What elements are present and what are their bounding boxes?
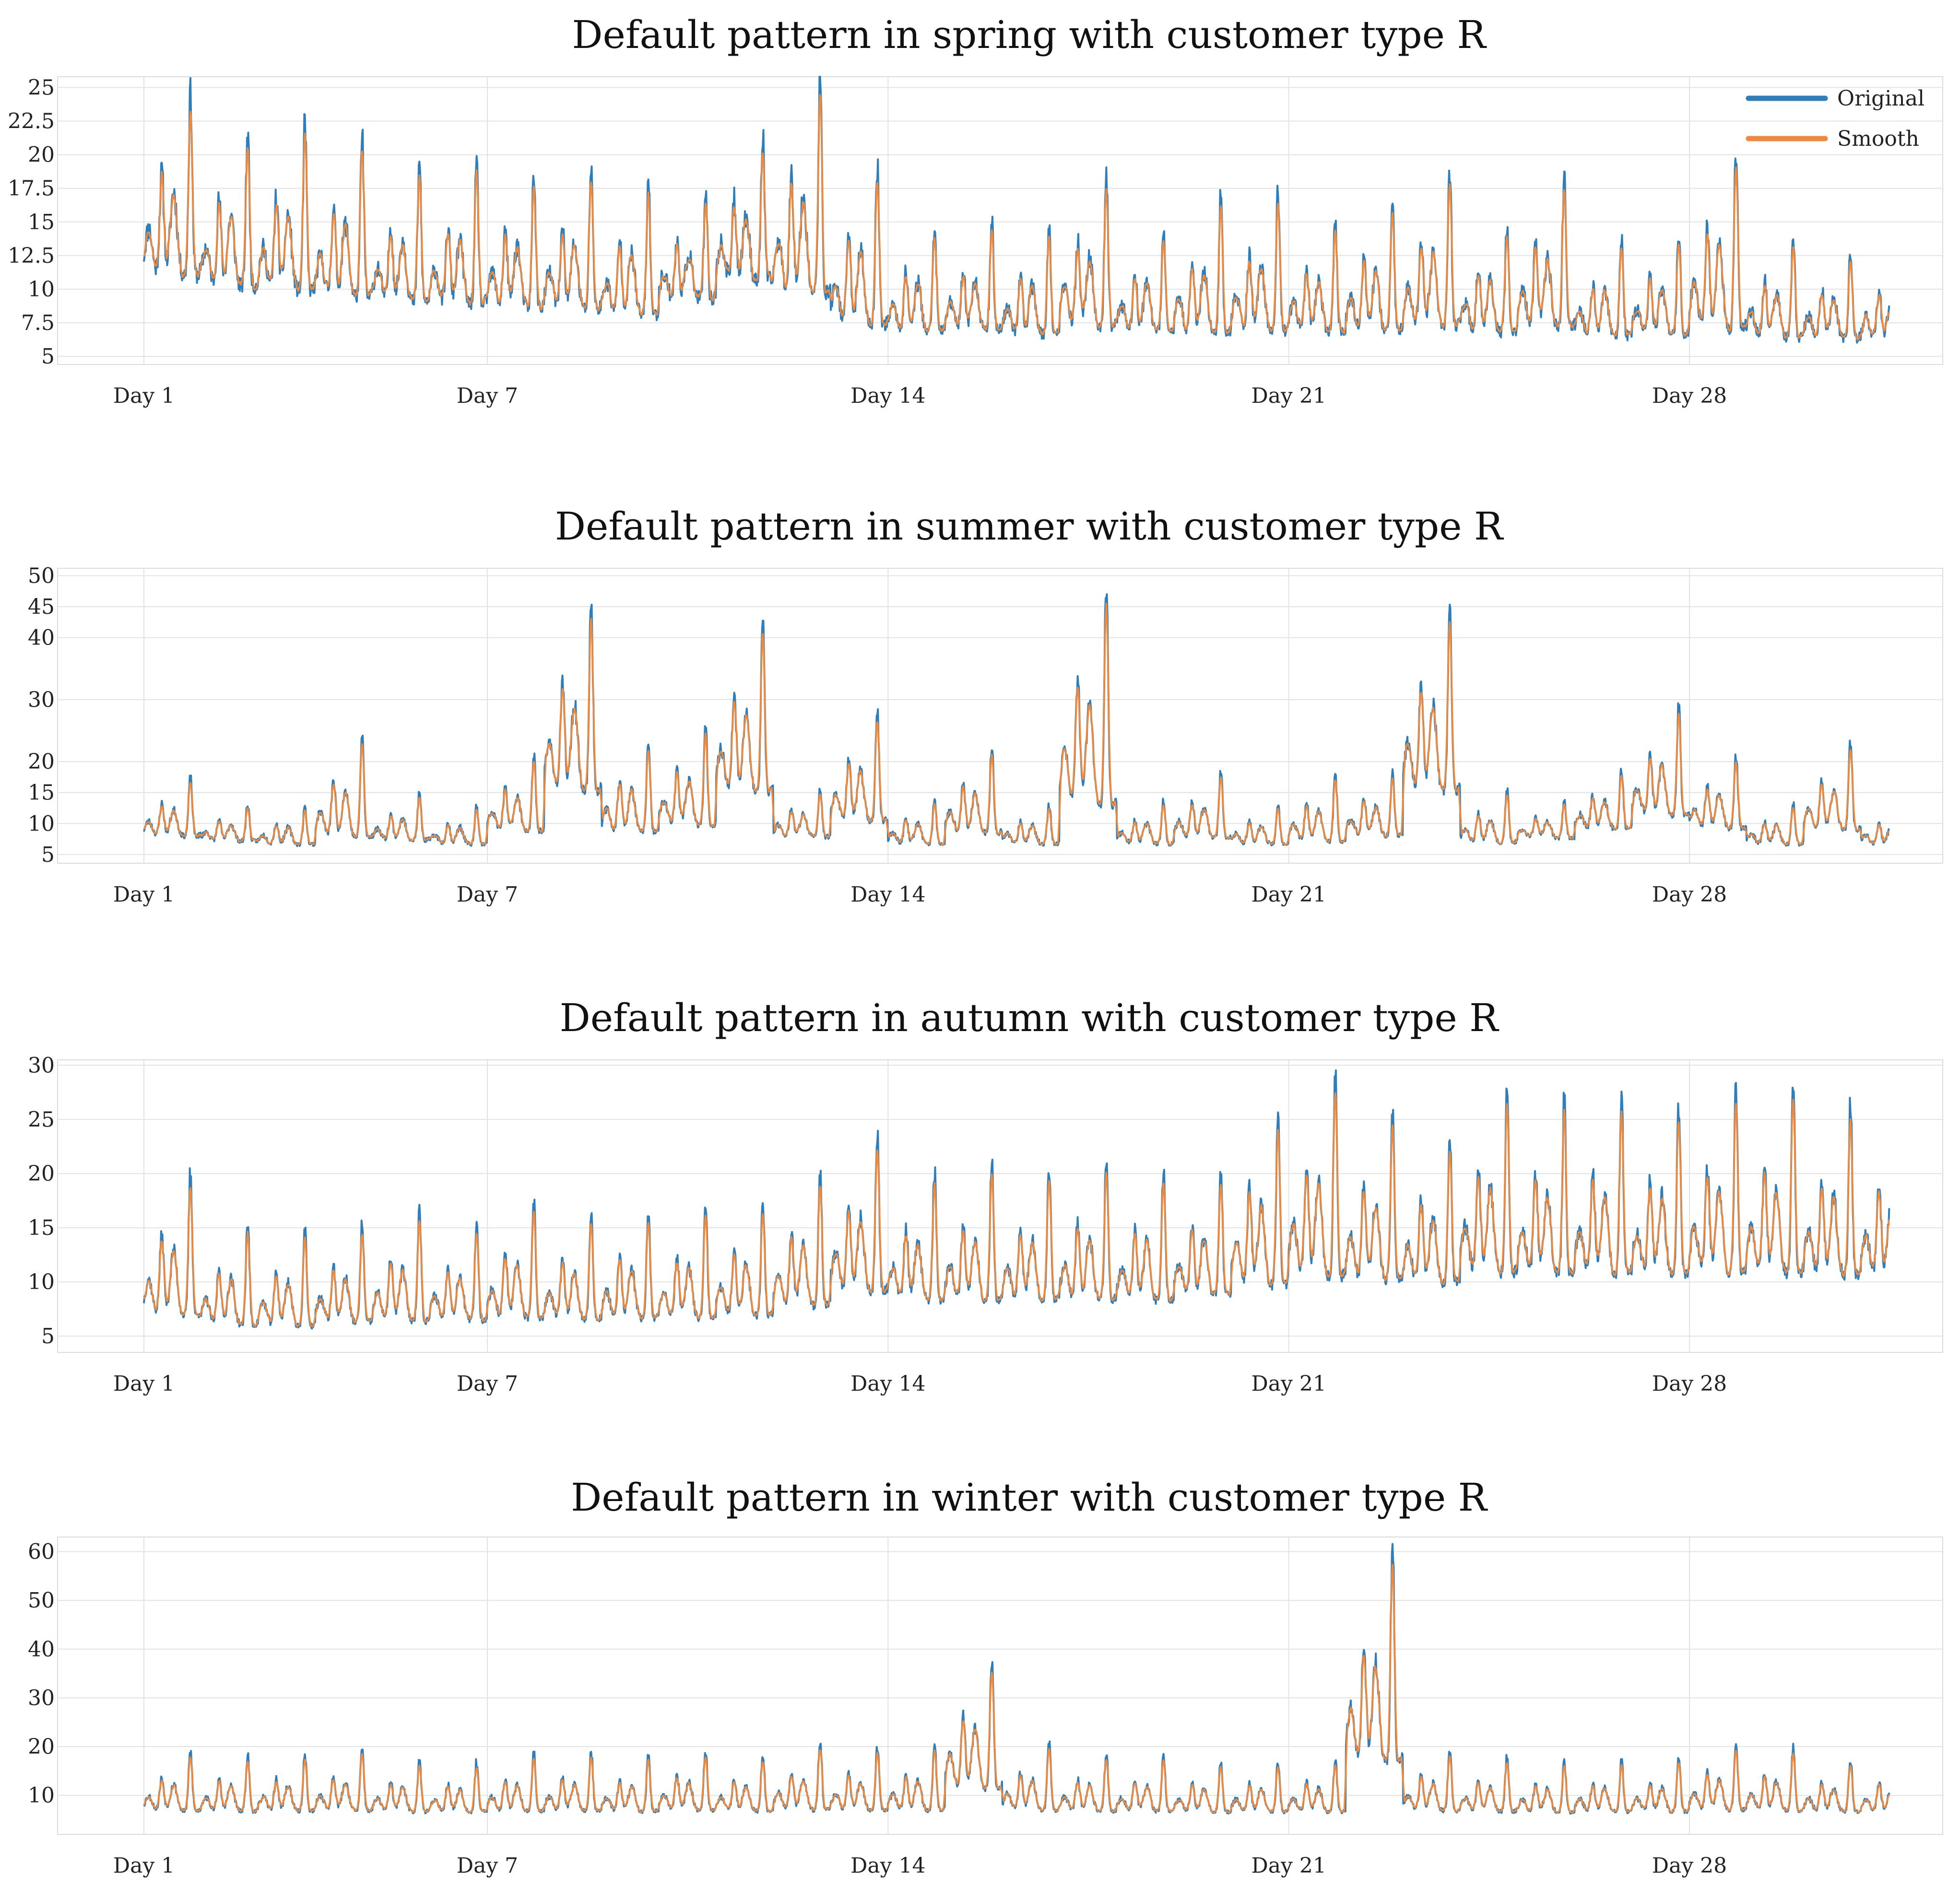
chart-title: Default pattern in summer with customer … [555,504,1504,549]
chart-panel-3: Default pattern in autumn with customer … [28,996,1943,1396]
series-original-line [143,1543,1890,1815]
y-tick-label: 10 [28,811,55,836]
series-smooth-line [143,1092,1890,1327]
y-tick-label: 12.5 [8,244,55,268]
x-tick-label: Day 1 [113,882,175,907]
y-tick-label: 22.5 [8,109,55,134]
legend-label-smooth: Smooth [1837,127,1919,151]
y-tick-label: 5 [41,1324,55,1349]
x-tick-label: Day 7 [457,1372,518,1396]
y-tick-label: 50 [28,1588,55,1613]
x-tick-label: Day 21 [1251,384,1326,408]
y-tick-label: 20 [28,750,55,774]
x-tick-label: Day 14 [850,1854,925,1878]
y-tick-label: 7.5 [21,311,55,335]
x-tick-label: Day 14 [850,882,925,907]
x-tick-label: Day 28 [1652,1372,1727,1396]
y-tick-label: 15 [28,1216,55,1240]
x-tick-label: Day 28 [1652,384,1727,408]
y-tick-label: 17.5 [8,176,55,201]
x-tick-label: Day 28 [1652,882,1727,907]
y-tick-label: 50 [28,564,55,588]
y-tick-label: 20 [28,1162,55,1186]
y-tick-label: 10 [28,277,55,302]
chart-title: Default pattern in autumn with customer … [560,996,1500,1040]
x-tick-label: Day 14 [850,1372,925,1396]
chart-title: Default pattern in spring with customer … [572,12,1487,57]
x-tick-label: Day 1 [113,384,175,408]
y-tick-label: 40 [28,1637,55,1662]
y-tick-label: 10 [28,1783,55,1808]
plot-frame [57,568,1943,864]
y-tick-label: 40 [28,626,55,650]
series-smooth-line [143,602,1890,846]
y-tick-label: 30 [28,1053,55,1078]
x-tick-label: Day 7 [457,1854,518,1878]
plot-frame [57,1537,1943,1835]
chart-panel-1: Default pattern in spring with customer … [8,12,1943,408]
y-tick-label: 5 [41,843,55,867]
series-smooth-line [143,1564,1890,1814]
y-tick-label: 15 [28,781,55,805]
chart-panel-2: Default pattern in summer with customer … [28,504,1943,907]
x-tick-label: Day 1 [113,1372,175,1396]
plot-frame [57,76,1943,365]
y-tick-label: 25 [28,1107,55,1132]
series-smooth-line [143,94,1890,341]
y-tick-label: 45 [28,595,55,619]
chart-panel-4: Default pattern in winter with customer … [28,1475,1943,1878]
y-tick-label: 20 [28,1735,55,1759]
x-tick-label: Day 28 [1652,1854,1727,1878]
y-tick-label: 10 [28,1270,55,1294]
legend-label-original: Original [1837,86,1925,111]
series-original-line [143,76,1890,344]
y-tick-label: 60 [28,1539,55,1564]
y-tick-label: 15 [28,210,55,235]
series-original-line [143,593,1890,847]
x-tick-label: Day 7 [457,882,518,907]
legend: Original Smooth [1746,86,1925,151]
x-tick-label: Day 21 [1251,882,1326,907]
plot-frame [57,1059,1943,1353]
chart-title: Default pattern in winter with customer … [571,1475,1488,1520]
x-tick-label: Day 21 [1251,1372,1326,1396]
x-tick-label: Day 1 [113,1854,175,1878]
x-tick-label: Day 7 [457,384,518,408]
y-tick-label: 30 [28,1686,55,1710]
x-tick-label: Day 14 [850,384,925,408]
y-tick-label: 20 [28,143,55,167]
y-tick-label: 25 [28,75,55,100]
y-tick-label: 5 [41,344,55,369]
x-tick-label: Day 21 [1251,1854,1326,1878]
y-tick-label: 30 [28,688,55,712]
